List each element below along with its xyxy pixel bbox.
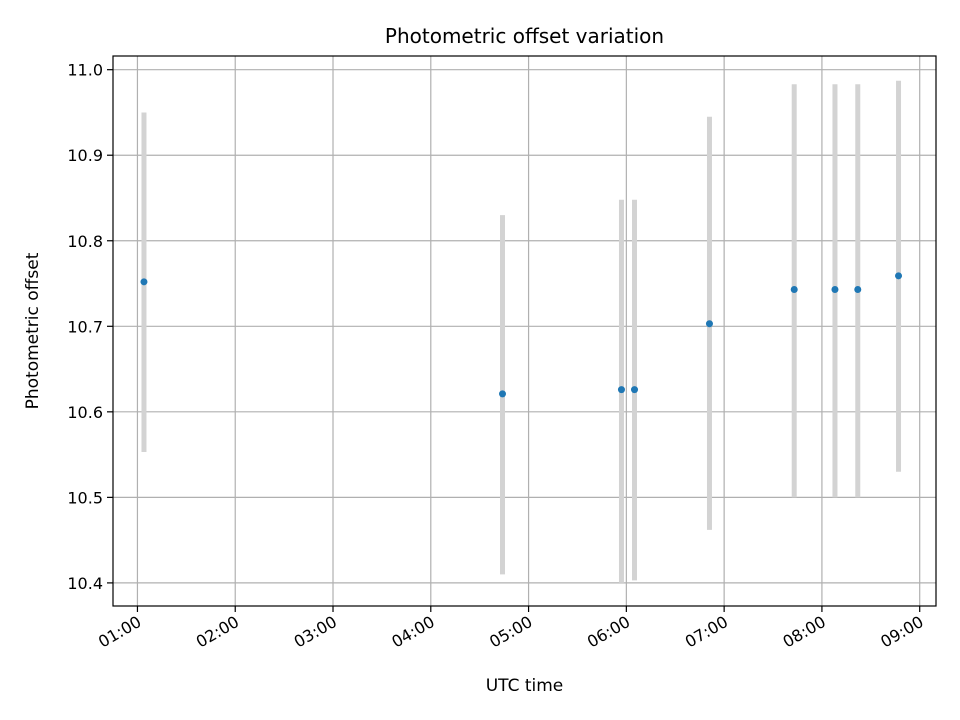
- data-point: [895, 272, 903, 280]
- data-point: [617, 386, 625, 394]
- y-tick-label: 10.6: [67, 403, 103, 422]
- data-point: [140, 278, 148, 286]
- plot-area-frame: [112, 55, 937, 607]
- y-tick-label: 10.9: [67, 146, 103, 165]
- points-layer: [140, 272, 903, 398]
- y-tick-label: 10.4: [67, 574, 103, 593]
- data-point: [790, 286, 798, 294]
- data-point: [631, 386, 639, 394]
- data-point: [705, 320, 713, 328]
- data-point: [498, 390, 506, 398]
- data-point: [831, 286, 839, 294]
- y-tick-label: 11.0: [67, 61, 103, 80]
- y-tick-label: 10.8: [67, 232, 103, 251]
- x-axis-label: UTC time: [486, 676, 564, 696]
- y-tick-label: 10.7: [67, 317, 103, 336]
- data-point: [854, 286, 862, 294]
- grid-layer: [113, 56, 936, 606]
- y-axis-label: Photometric offset: [23, 252, 43, 409]
- chart-title: Photometric offset variation: [385, 24, 664, 48]
- y-tick-label: 10.5: [67, 488, 103, 507]
